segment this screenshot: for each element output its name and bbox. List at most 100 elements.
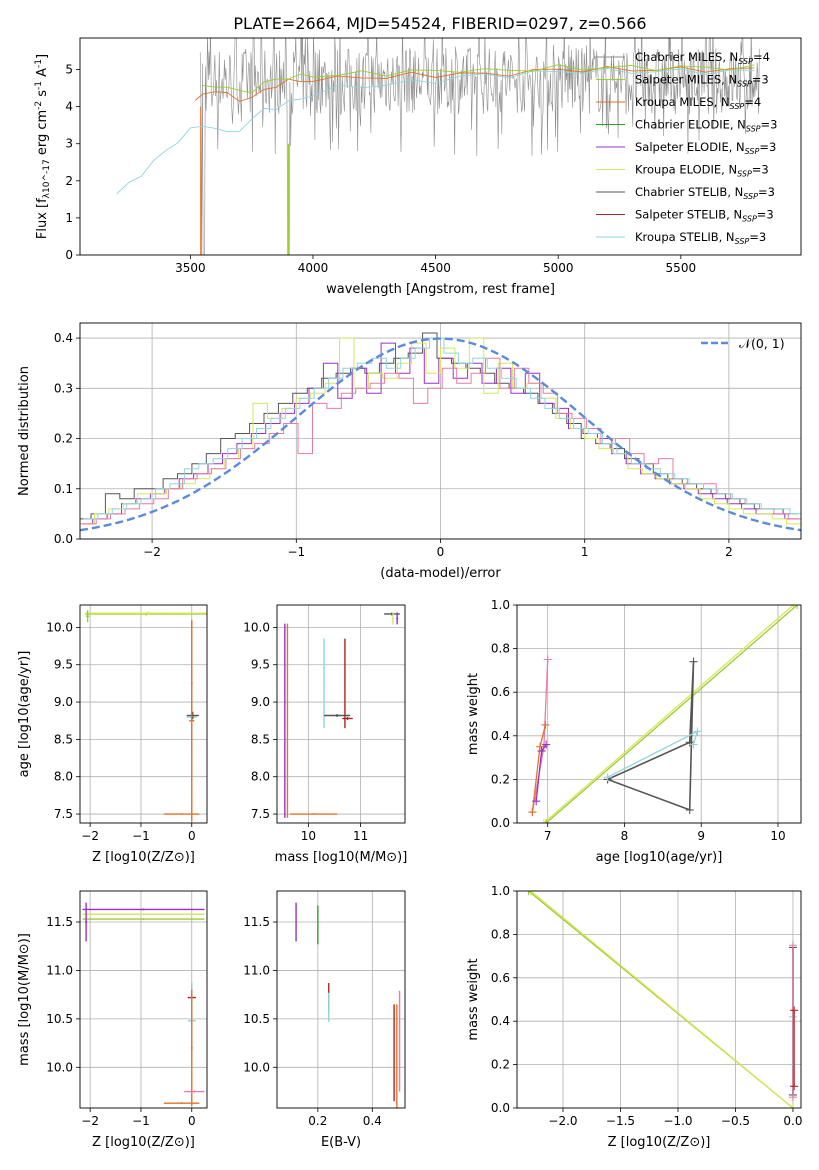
y-axis-label: Flux [fλ10^-17​ erg cm-2​ s-1​ A-1​] <box>34 54 52 239</box>
legend-entry: Chabrier MILES, NSSP=4 <box>635 50 770 66</box>
y-tick-label: 10.5 <box>243 1012 270 1026</box>
x-axis-label: mass [log10(M/M⊙)] <box>275 850 408 865</box>
x-tick-label: −1.5 <box>606 1114 635 1128</box>
x-axis-label: E(B-V) <box>321 1135 361 1150</box>
x-tick-label: −1 <box>287 545 305 559</box>
weight-marker <box>526 891 535 895</box>
y-tick-label: 10.0 <box>46 620 73 634</box>
weight-marker <box>790 1082 799 1091</box>
x-axis-label: (data-model)/error <box>380 566 501 581</box>
mass-vs-ebv-panel: 0.2 0.4 10.0 10.5 11.0 11.5 E(B-V) <box>243 890 406 1150</box>
weight-marker <box>788 941 797 950</box>
weight-marker <box>689 740 698 749</box>
x-tick-label: 3500 <box>175 261 206 275</box>
legend-entry: Chabrier ELODIE, NSSP=3 <box>635 118 777 134</box>
y-tick-label: 11.0 <box>46 963 73 977</box>
y-tick-label: 9.0 <box>251 695 270 709</box>
weight-series-line <box>530 891 794 1108</box>
y-tick-label: 0.1 <box>54 482 73 496</box>
error-bar <box>324 714 351 717</box>
x-tick-label: 7 <box>544 829 552 843</box>
y-tick-label: 10.5 <box>46 1012 73 1026</box>
error-bar <box>186 711 199 720</box>
x-tick-label: 8 <box>621 829 629 843</box>
y-tick-label: 0.2 <box>491 772 510 786</box>
y-axis-label: mass [log10(M/M⊙)] <box>17 933 32 1066</box>
x-tick-label: −2 <box>81 1114 99 1128</box>
legend-entry: Kroupa ELODIE, NSSP=3 <box>635 163 769 179</box>
error-bar <box>391 612 395 625</box>
mass-vs-z-panel: −2 −1 0 10.0 10.5 11.0 11.5 Z [log10(Z/Z⊙)] mass… <box>17 890 208 1150</box>
x-tick-label: 4000 <box>298 261 329 275</box>
error-bar <box>163 813 200 815</box>
y-axis-label: mass weight <box>466 958 481 1040</box>
x-tick-label: −2.0 <box>548 1114 577 1128</box>
x-tick-label: 4500 <box>420 261 451 275</box>
y-tick-label: 1.0 <box>491 598 510 612</box>
data-layer <box>524 891 799 1108</box>
error-bar <box>189 619 195 822</box>
y-tick-label: 0.4 <box>54 331 73 345</box>
x-axis-label: Z [log10(Z/Z⊙)] <box>92 1135 195 1150</box>
weight-marker <box>542 819 551 823</box>
spectrum-noise-line <box>199 38 760 255</box>
legend-entry: Salpeter ELODIE, NSSP=3 <box>635 140 776 156</box>
x-tick-label: −2 <box>143 545 161 559</box>
y-tick-label: 0.6 <box>491 971 510 985</box>
error-bar <box>86 610 90 623</box>
x-tick-label: 2 <box>725 545 733 559</box>
y-tick-label: 10.0 <box>243 620 270 634</box>
y-tick-label: 8.0 <box>54 770 73 784</box>
x-tick-label: −0.5 <box>721 1114 750 1128</box>
y-tick-label: 0.6 <box>491 685 510 699</box>
spectrum-series-line <box>116 67 755 195</box>
x-tick-label: −2 <box>81 829 99 843</box>
data-layer <box>80 332 801 532</box>
y-tick-label: 9.0 <box>54 695 73 709</box>
y-tick-label: 9.5 <box>54 658 73 672</box>
plot-frame <box>276 604 406 824</box>
error-bar <box>323 638 325 729</box>
error-bar <box>163 1102 200 1105</box>
x-tick-label: 0 <box>188 829 196 843</box>
weight-marker <box>528 808 537 817</box>
weight-series-line <box>531 724 547 813</box>
error-bar <box>284 623 286 818</box>
error-bar <box>184 1090 205 1093</box>
weight-series-line <box>607 730 699 778</box>
x-tick-label: 10 <box>770 829 785 843</box>
weight-marker <box>793 605 801 609</box>
weight-marker <box>788 1104 797 1108</box>
gaussian-curve <box>80 337 801 532</box>
y-tick-label: 1 <box>65 211 73 225</box>
data-layer <box>85 610 207 822</box>
y-tick-label: 3 <box>65 137 73 151</box>
weight-series-line <box>545 605 798 823</box>
error-bar <box>290 813 338 815</box>
weight-marker <box>543 655 552 664</box>
plot-frame <box>79 890 208 1109</box>
weight-marker <box>541 720 550 729</box>
histogram-step-line <box>83 337 801 520</box>
error-bar <box>396 612 399 625</box>
y-tick-label: 9.5 <box>251 658 270 672</box>
y-axis-label: age [log10(age/yr)] <box>17 651 32 778</box>
y-tick-label: 0.4 <box>491 729 510 743</box>
spectrum-panel: 3500 4000 4500 5000 5500 0 1 2 3 4 5 wavelength [An… <box>34 37 802 297</box>
legend-entry: Kroupa MILES, NSSP=4 <box>635 95 761 111</box>
y-tick-label: 0.2 <box>54 432 73 446</box>
y-tick-label: 0.0 <box>54 532 73 546</box>
weight-vs-z-panel: −2.0 −1.5 −1.0 −0.5 0.0 0.0 0.2 0.4 0.6 0.8 1.0 Z [… <box>466 884 802 1150</box>
y-tick-label: 1.0 <box>491 884 510 898</box>
x-axis-label: wavelength [Angstrom, rest frame] <box>326 282 555 297</box>
y-tick-label: 7.5 <box>251 807 270 821</box>
age-vs-mass-panel: 10 11 7.5 8.0 8.5 9.0 9.5 10.0 mass [log10(M/M⊙)… <box>243 604 408 865</box>
residuals-panel: −2 −1 0 1 2 0.0 0.1 0.2 0.3 0.4 (data-model)/error… <box>17 322 802 581</box>
x-tick-label: 11 <box>353 829 368 843</box>
y-axis-label: Normed distribution <box>17 366 32 496</box>
weight-marker <box>536 742 545 751</box>
x-axis-label: Z [log10(Z/Z⊙)] <box>92 850 195 865</box>
plot-frame <box>79 604 208 824</box>
histogram-step-line <box>80 332 798 520</box>
